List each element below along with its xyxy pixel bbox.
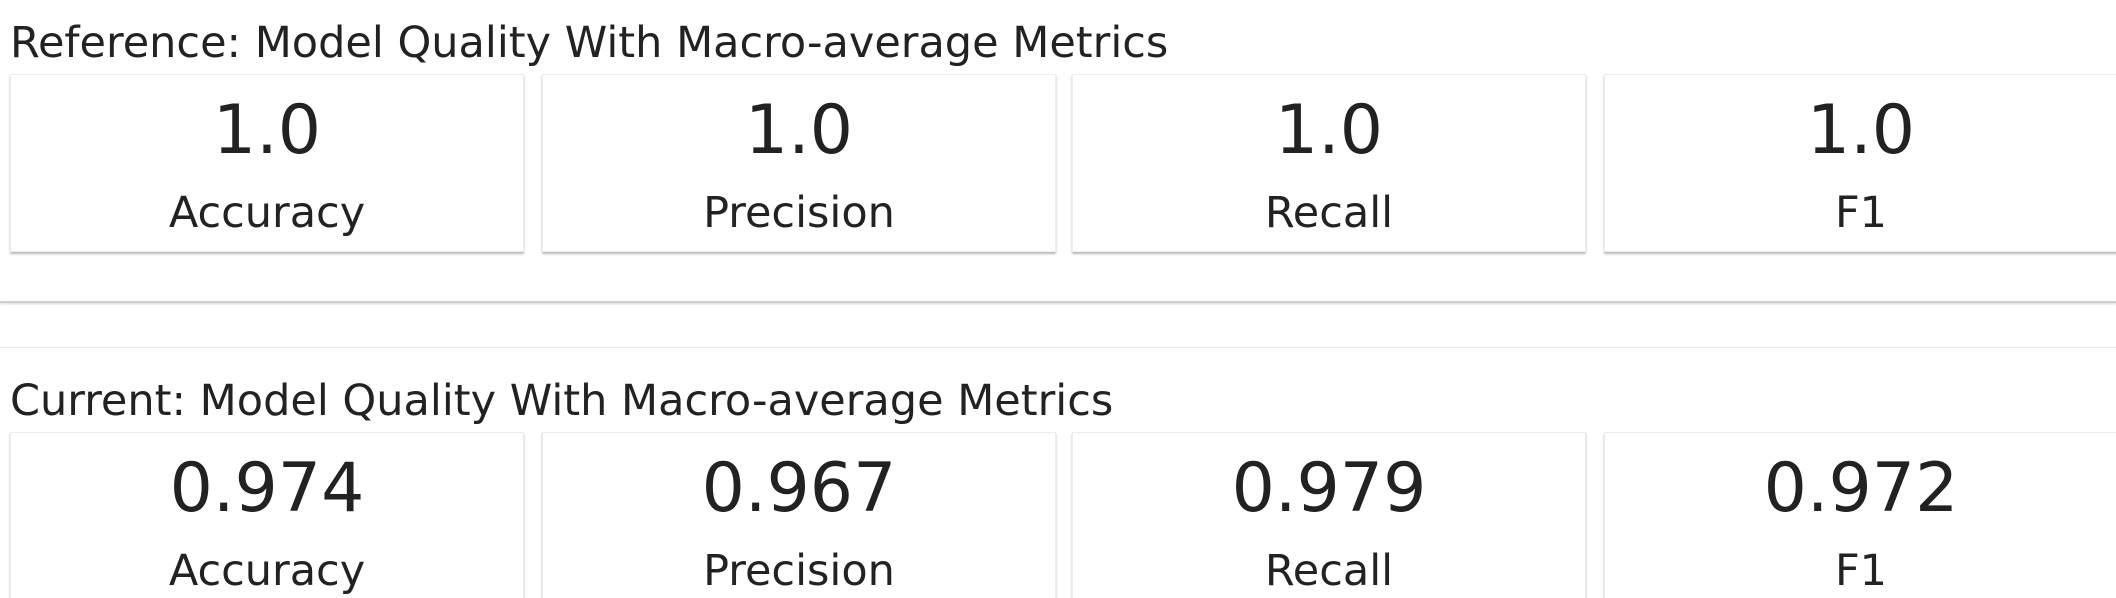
metric-label: Precision [703, 188, 895, 238]
metric-label: F1 [1834, 188, 1888, 238]
metric-value: 1.0 [744, 91, 854, 170]
metric-value: 0.967 [701, 449, 897, 528]
current-accuracy-card: 0.974 Accuracy [10, 432, 524, 598]
current-section-title: Current: Model Quality With Macro-averag… [10, 376, 1114, 426]
metric-label: Precision [703, 546, 895, 596]
reference-recall-card: 1.0 Recall [1072, 74, 1586, 252]
metric-label: Accuracy [168, 188, 366, 238]
reference-section-title: Reference: Model Quality With Macro-aver… [10, 18, 1169, 68]
metric-value: 0.979 [1231, 449, 1427, 528]
section-top-edge [0, 347, 2116, 348]
section-divider [0, 301, 2116, 303]
metric-label: F1 [1834, 546, 1888, 596]
current-metrics-section: Current: Model Quality With Macro-averag… [0, 345, 2116, 598]
current-recall-card: 0.979 Recall [1072, 432, 1586, 598]
metric-label: Accuracy [168, 546, 366, 596]
metric-label: Recall [1264, 546, 1394, 596]
reference-precision-card: 1.0 Precision [542, 74, 1056, 252]
metric-value: 0.974 [169, 449, 365, 528]
metric-value: 1.0 [212, 91, 322, 170]
metric-value: 1.0 [1274, 91, 1384, 170]
current-precision-card: 0.967 Precision [542, 432, 1056, 598]
metric-value: 0.972 [1763, 449, 1959, 528]
reference-accuracy-card: 1.0 Accuracy [10, 74, 524, 252]
reference-metrics-section: Reference: Model Quality With Macro-aver… [10, 18, 2116, 252]
current-f1-card: 0.972 F1 [1604, 432, 2116, 598]
reference-f1-card: 1.0 F1 [1604, 74, 2116, 252]
metric-label: Recall [1264, 188, 1394, 238]
metric-value: 1.0 [1806, 91, 1916, 170]
